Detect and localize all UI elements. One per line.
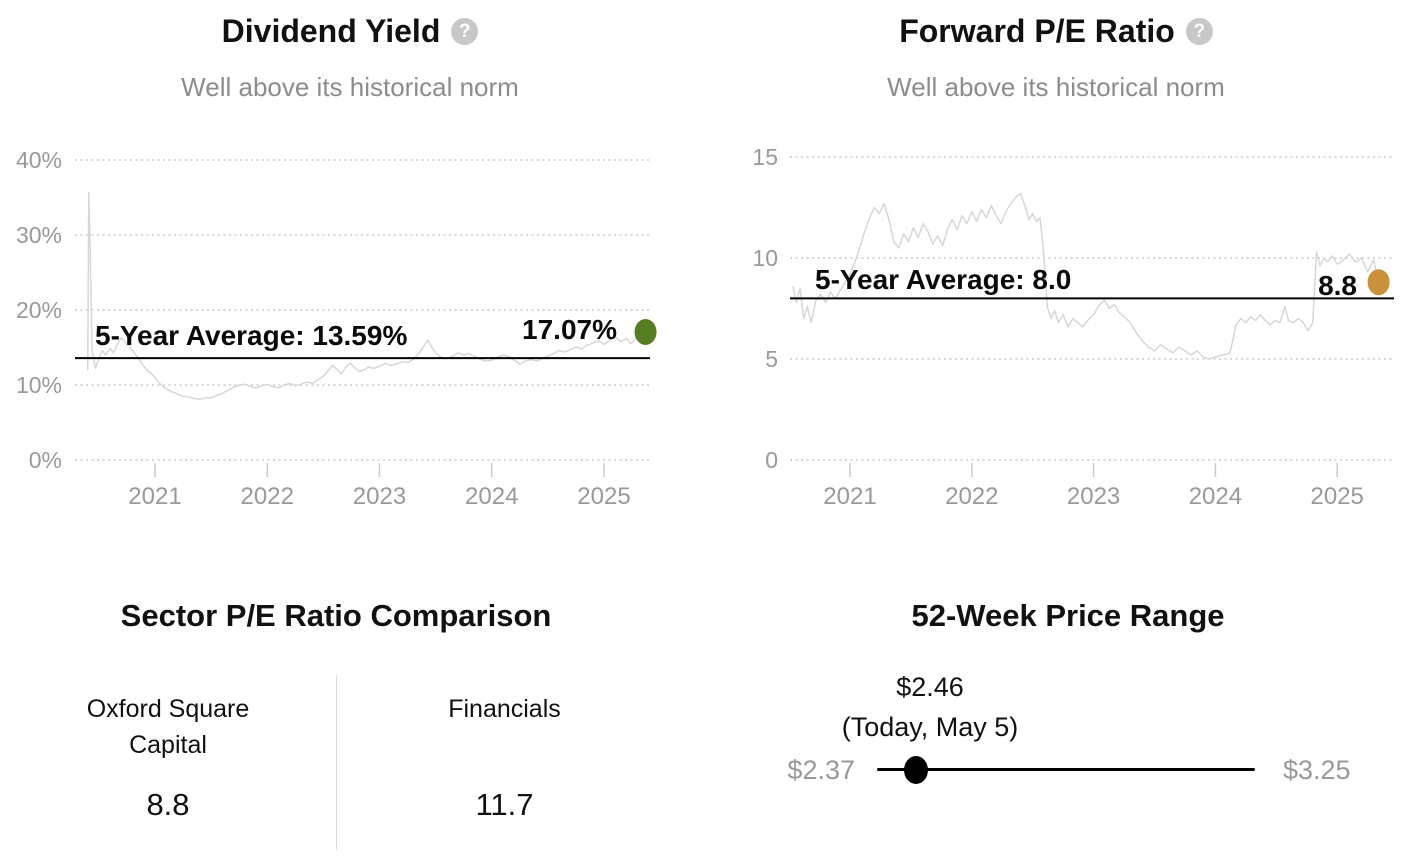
price-range-title: 52-Week Price Range [911, 598, 1225, 633]
range-low-label: $2.37 [787, 755, 855, 785]
svg-text:2023: 2023 [1067, 483, 1120, 510]
svg-text:40%: 40% [16, 147, 62, 173]
svg-text:2021: 2021 [128, 483, 181, 510]
sector-pe-comparison-section: Sector P/E Ratio Comparison Oxford Squar… [0, 590, 672, 862]
sector-column-company: Oxford Square Capital 8.8 [0, 675, 336, 850]
current-price-label: $2.46 [896, 672, 964, 702]
svg-text:0: 0 [765, 447, 778, 473]
sector-pe-value: 11.7 [475, 787, 534, 822]
question-mark-icon: ? [459, 21, 471, 43]
svg-text:2023: 2023 [353, 483, 406, 510]
current-price-note: (Today, May 5) [841, 712, 1019, 742]
help-icon[interactable]: ? [1185, 18, 1213, 46]
svg-text:2025: 2025 [577, 483, 630, 510]
svg-text:15: 15 [752, 144, 778, 170]
dividend-yield-subtitle: Well above its historical norm [181, 72, 519, 102]
forward-pe-title: Forward P/E Ratio [899, 13, 1175, 49]
dividend-yield-chart: 40% 30% 20% 10% 0% 2021 2022 2023 2024 2025 [16, 147, 657, 510]
company-name-label: Oxford Square Capital [86, 695, 250, 759]
forward-pe-subtitle: Well above its historical norm [887, 72, 1225, 102]
range-high-label: $3.25 [1283, 755, 1351, 785]
dividend-yield-title: Dividend Yield [221, 13, 441, 49]
svg-text:20%: 20% [16, 297, 62, 323]
svg-text:5: 5 [765, 346, 778, 372]
dividend-yield-title-row: Dividend Yield ? [0, 13, 700, 49]
sector-name-label: Financials [448, 695, 561, 723]
svg-text:0%: 0% [29, 447, 62, 473]
help-icon[interactable]: ? [451, 18, 479, 46]
sector-comparison-table: Oxford Square Capital 8.8 Financials 11.… [0, 675, 672, 850]
price-range-section: 52-Week Price Range $2.46 (Today, May 5)… [730, 590, 1406, 862]
dividend-current-value-label: 17.07% [522, 314, 617, 345]
dividend-average-label: 5-Year Average: 13.59% [95, 320, 408, 351]
pe-current-value-label: 8.8 [1318, 270, 1357, 301]
svg-text:10%: 10% [16, 372, 62, 398]
svg-text:10: 10 [752, 245, 778, 271]
question-mark-icon: ? [1193, 21, 1206, 43]
company-pe-value: 8.8 [146, 787, 190, 822]
svg-text:2022: 2022 [241, 483, 294, 510]
forward-pe-chart: 15 10 5 0 2021 2022 2023 2024 2025 [752, 144, 1394, 510]
svg-text:2021: 2021 [823, 483, 876, 510]
current-price-marker [903, 756, 928, 784]
price-range-track [877, 768, 1255, 771]
svg-text:2024: 2024 [1189, 483, 1242, 510]
dividend-yield-panel: Dividend Yield ? Well above its historic… [0, 0, 700, 560]
svg-text:2022: 2022 [945, 483, 998, 510]
pe-average-label: 5-Year Average: 8.0 [815, 264, 1072, 295]
forward-pe-title-row: Forward P/E Ratio ? [706, 13, 1406, 49]
svg-text:30%: 30% [16, 222, 62, 248]
sector-comparison-title: Sector P/E Ratio Comparison [120, 598, 552, 633]
sector-column-sector: Financials 11.7 [336, 675, 672, 850]
forward-pe-panel: Forward P/E Ratio ? Well above its histo… [706, 0, 1406, 560]
svg-text:2024: 2024 [465, 483, 518, 510]
svg-text:2025: 2025 [1311, 483, 1364, 510]
